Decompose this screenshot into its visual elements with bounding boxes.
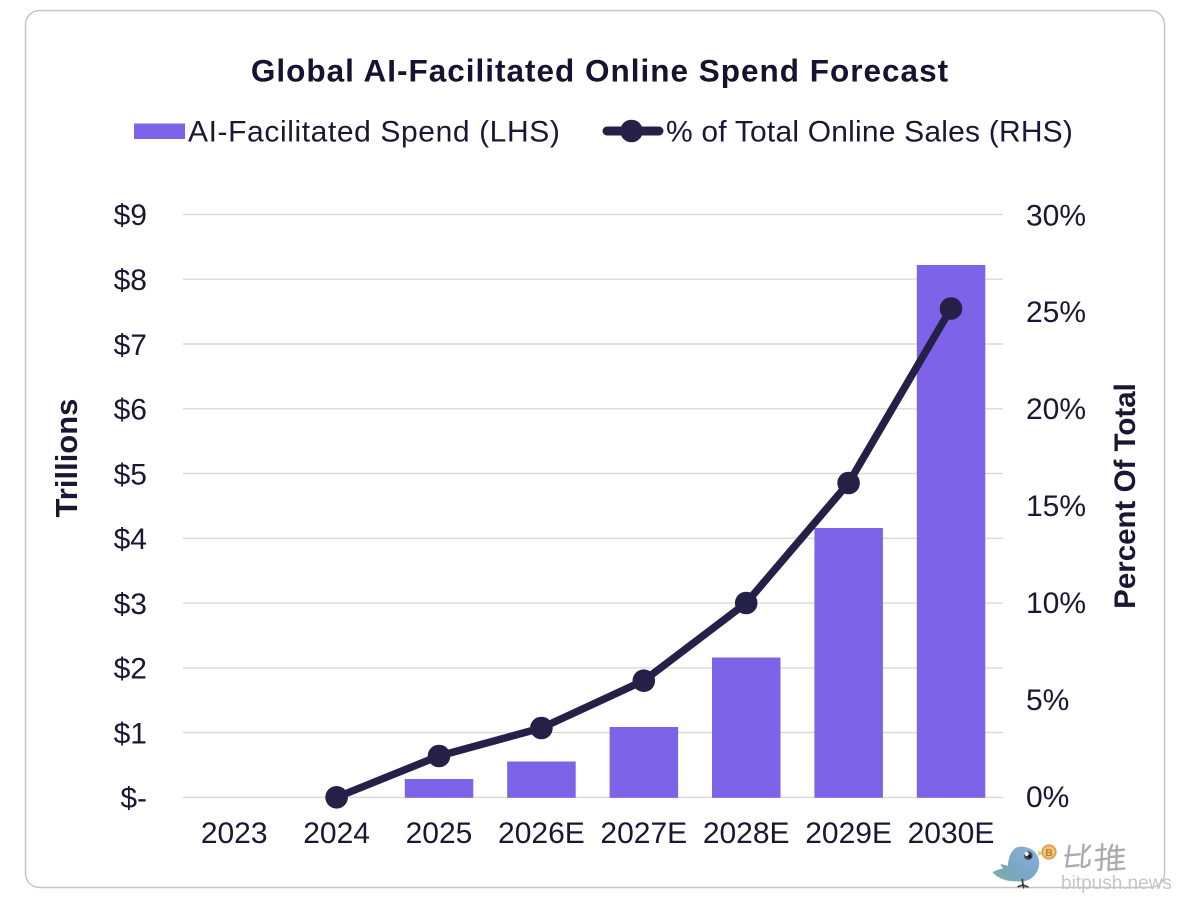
svg-text:B: B bbox=[1045, 847, 1053, 859]
svg-text:AI-Facilitated Spend (LHS): AI-Facilitated Spend (LHS) bbox=[188, 116, 560, 149]
svg-text:$-: $- bbox=[120, 782, 147, 815]
svg-text:Global AI-Facilitated Online S: Global AI-Facilitated Online Spend Forec… bbox=[251, 53, 949, 89]
svg-text:$3: $3 bbox=[114, 588, 147, 621]
svg-text:Trillions: Trillions bbox=[49, 399, 84, 518]
svg-text:15%: 15% bbox=[1026, 490, 1086, 523]
svg-text:$7: $7 bbox=[114, 329, 147, 362]
svg-text:10%: 10% bbox=[1026, 587, 1086, 620]
svg-text:$1: $1 bbox=[114, 717, 147, 750]
svg-text:5%: 5% bbox=[1026, 684, 1069, 717]
svg-text:$2: $2 bbox=[114, 653, 147, 686]
svg-text:2027E: 2027E bbox=[600, 817, 687, 850]
svg-text:30%: 30% bbox=[1026, 199, 1086, 232]
svg-text:2025: 2025 bbox=[406, 817, 473, 850]
svg-text:25%: 25% bbox=[1026, 296, 1086, 329]
svg-text:% of Total Online Sales (RHS): % of Total Online Sales (RHS) bbox=[666, 116, 1073, 149]
svg-text:$9: $9 bbox=[114, 199, 147, 232]
svg-text:$6: $6 bbox=[114, 394, 147, 427]
svg-text:2026E: 2026E bbox=[498, 817, 585, 850]
svg-text:2029E: 2029E bbox=[805, 817, 892, 850]
svg-text:0%: 0% bbox=[1026, 781, 1069, 814]
svg-text:$8: $8 bbox=[114, 264, 147, 297]
svg-text:2028E: 2028E bbox=[703, 817, 790, 850]
svg-text:2023: 2023 bbox=[201, 817, 268, 850]
svg-text:2030E: 2030E bbox=[908, 817, 995, 850]
svg-text:2024: 2024 bbox=[303, 817, 370, 850]
svg-text:20%: 20% bbox=[1026, 393, 1086, 426]
svg-text:bitpush.news: bitpush.news bbox=[1061, 873, 1172, 894]
svg-text:Percent Of Total: Percent Of Total bbox=[1109, 383, 1142, 609]
svg-text:$5: $5 bbox=[114, 458, 147, 491]
svg-text:$4: $4 bbox=[114, 523, 147, 556]
